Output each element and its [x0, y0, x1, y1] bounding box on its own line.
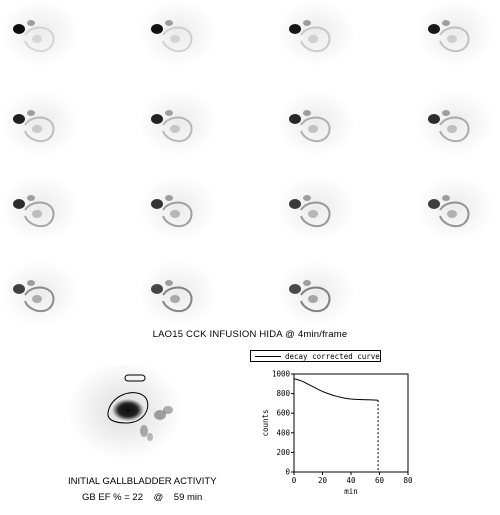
scan-frame — [133, 255, 223, 330]
scan-frame — [410, 170, 500, 245]
x-tick-label: 40 — [346, 476, 356, 485]
frame-grid — [0, 0, 500, 330]
series-line — [293, 378, 379, 401]
ef-label: GB EF % = — [82, 492, 130, 503]
scan-frame — [0, 85, 85, 160]
ef-value: 22 — [132, 492, 143, 503]
y-tick-label: 0 — [285, 468, 290, 477]
chart-legend: decay corrected curve — [250, 350, 381, 362]
y-tick-label: 800 — [276, 389, 290, 398]
y-tick-label: 400 — [276, 428, 290, 437]
x-tick-label: 80 — [403, 476, 413, 485]
y-tick-label: 200 — [276, 448, 290, 457]
scan-frame — [410, 85, 500, 160]
plot-frame — [293, 373, 409, 473]
scan-frame — [0, 0, 85, 70]
y-axis-label: counts — [261, 409, 270, 436]
gallbladder-caption: INITIAL GALLBLADDER ACTIVITY — [68, 476, 217, 487]
ef-time: 59 min — [173, 492, 203, 503]
x-tick-label: 60 — [375, 476, 385, 485]
scan-frame — [0, 170, 85, 245]
series-caption: LAO15 CCK INFUSION HIDA @ 4min/frame — [152, 329, 348, 340]
scan-frame — [0, 255, 85, 330]
gallbladder-image — [67, 365, 183, 460]
scan-frame — [133, 85, 223, 160]
scan-frame — [271, 85, 361, 160]
x-axis-label: min — [344, 487, 358, 496]
scan-frame — [271, 255, 361, 330]
y-tick-label: 1000 — [272, 370, 291, 379]
x-tick-label: 0 — [292, 476, 297, 485]
legend-label: decay corrected curve — [285, 352, 380, 361]
y-tick-label: 600 — [276, 409, 290, 418]
scan-frame — [271, 170, 361, 245]
scan-frame — [271, 0, 361, 70]
scan-frame — [133, 0, 223, 70]
ef-at: @ — [153, 492, 164, 503]
scan-frame — [410, 0, 500, 70]
x-tick-label: 20 — [318, 476, 328, 485]
scan-frame — [133, 170, 223, 245]
ejection-fraction-line: GB EF % = 22 @ 59 min — [82, 492, 202, 503]
legend-line-swatch — [255, 356, 281, 357]
